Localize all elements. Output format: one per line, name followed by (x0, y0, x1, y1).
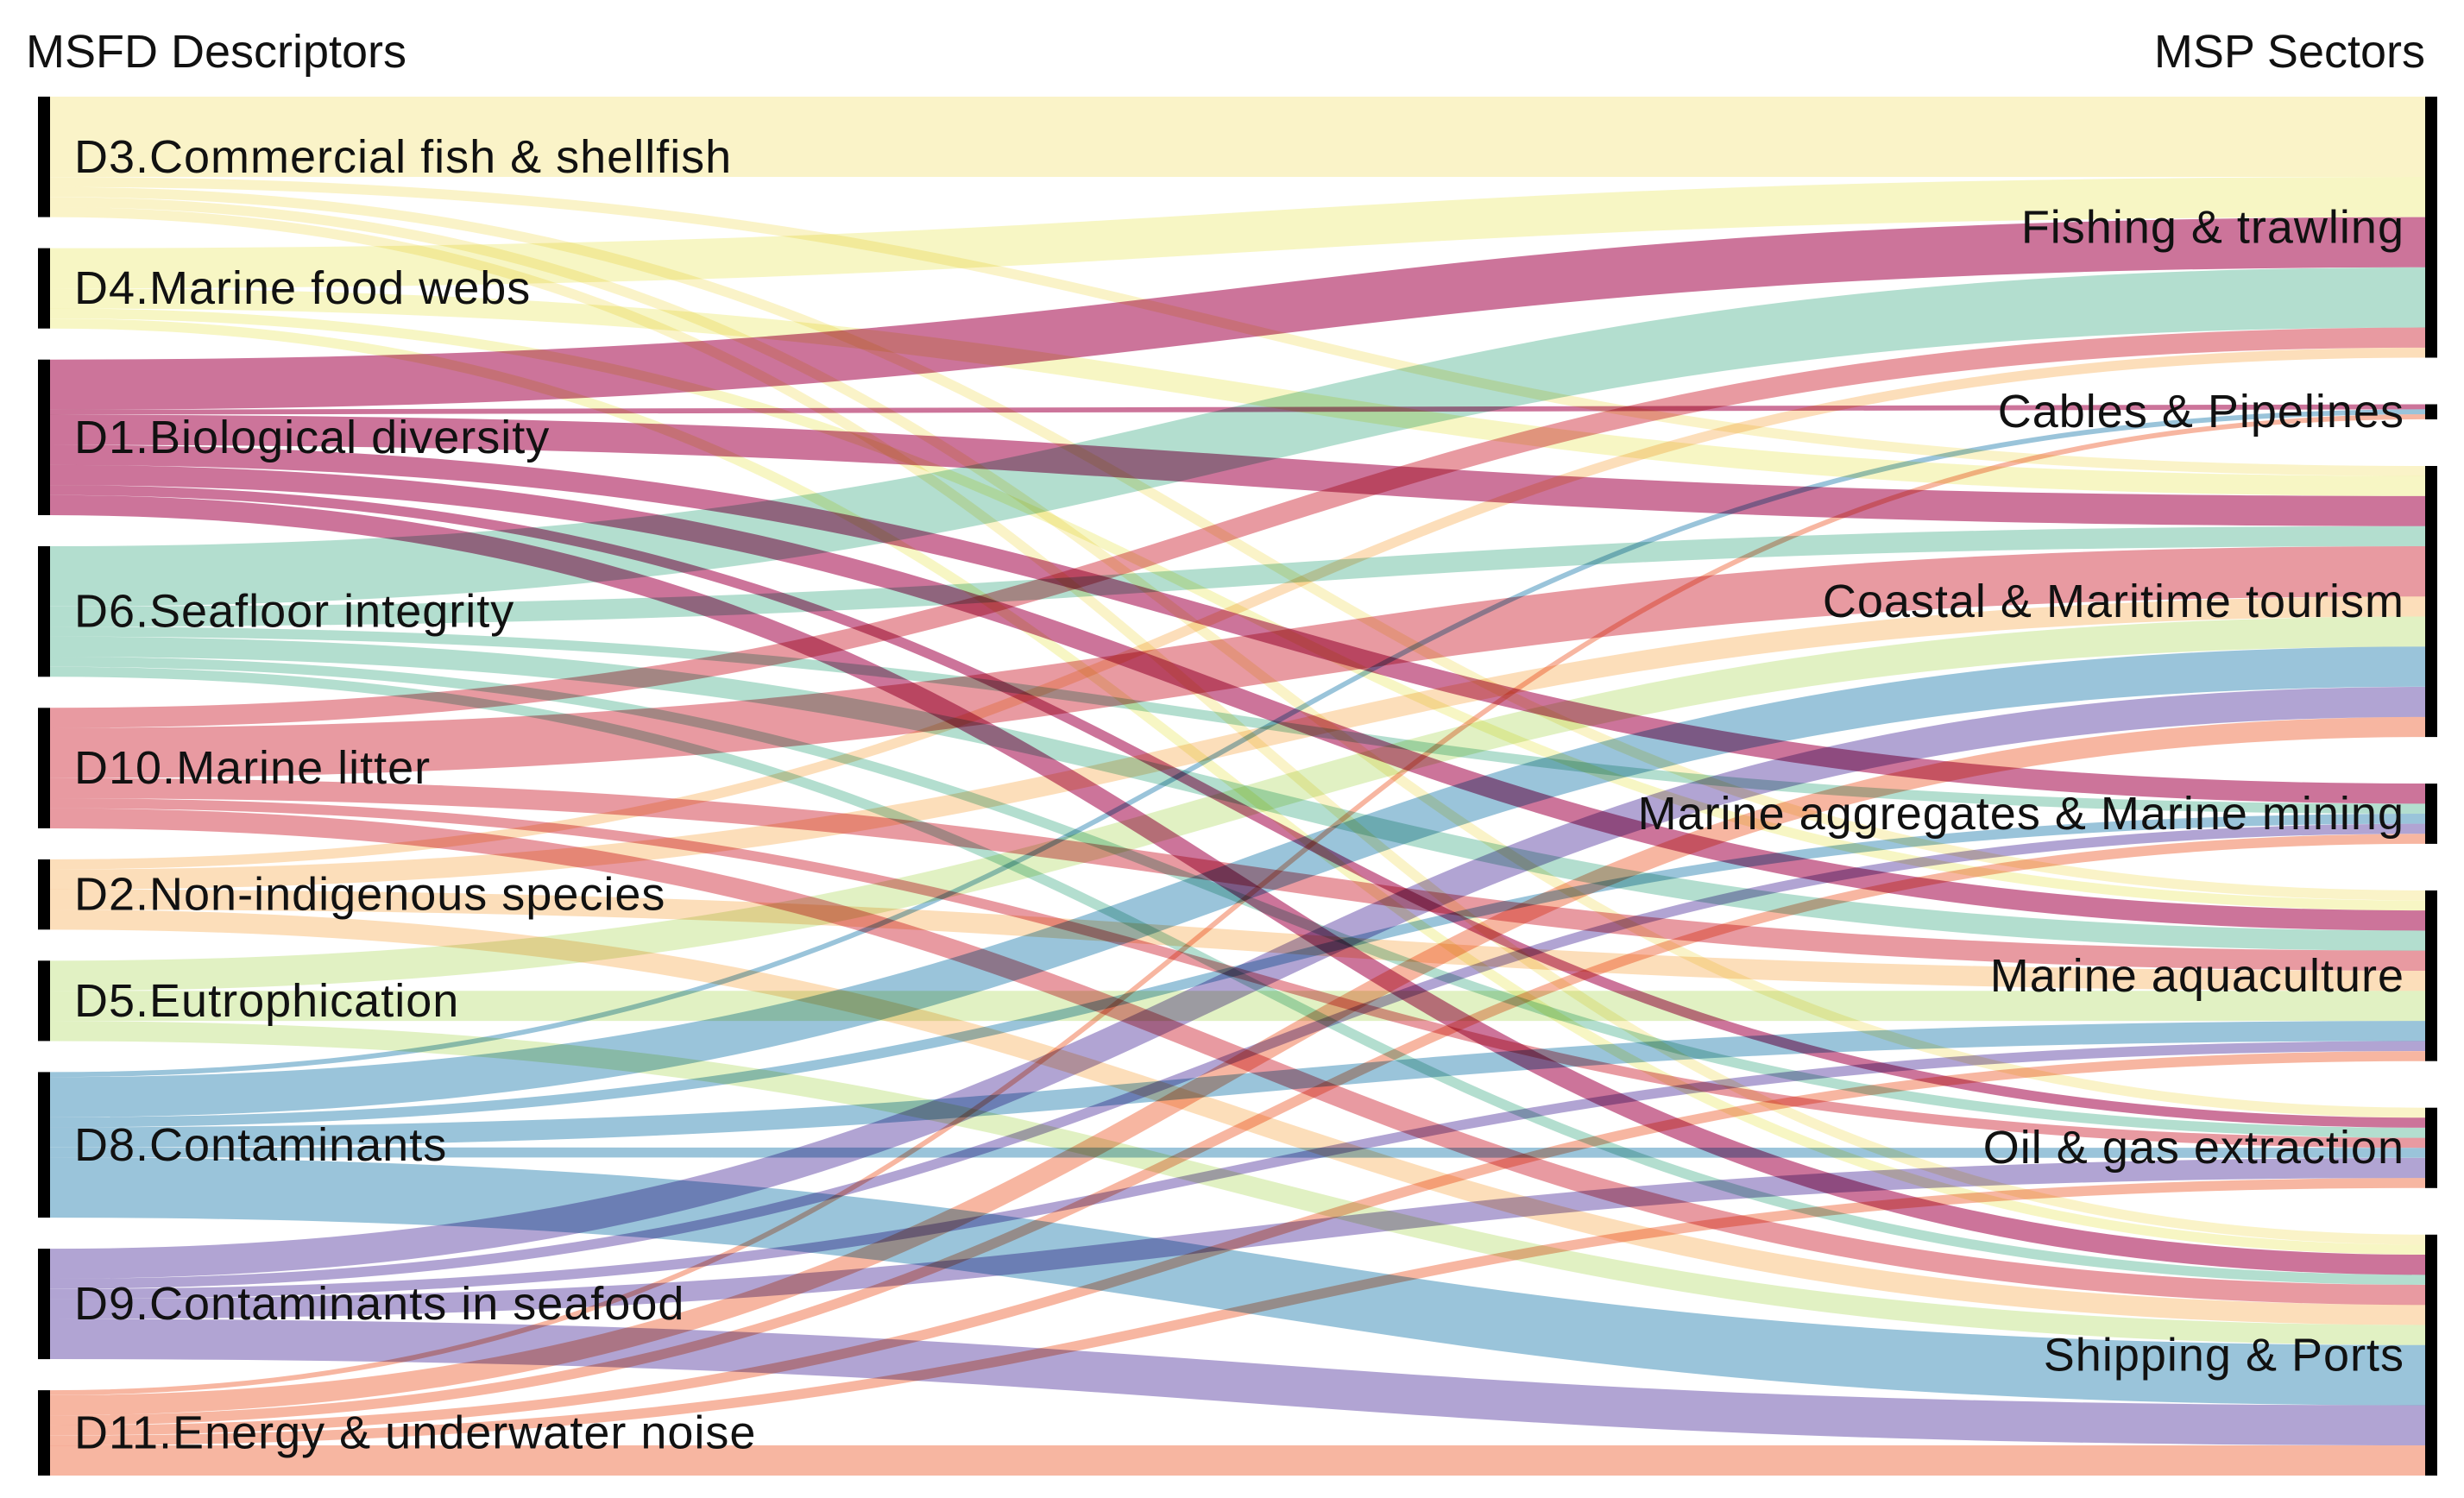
source-label-d6: D6.Seafloor integrity (74, 586, 514, 638)
target-label-ma: Marine aggregates & Marine mining (1638, 788, 2404, 840)
link-d9-ct (49, 686, 2426, 1280)
link-d2-aq (49, 889, 2426, 991)
link-d8-cp (49, 409, 2426, 1078)
link-d8-og (49, 1147, 2426, 1158)
link-d11-cp (49, 414, 2426, 1395)
source-bar-d4 (38, 248, 50, 329)
target-bar-ma (2425, 784, 2437, 844)
link-d11-aq (49, 1051, 2426, 1436)
source-bar-d10 (38, 708, 50, 828)
link-d11-ct (49, 716, 2426, 1416)
link-d4-ct (49, 288, 2426, 496)
source-bar-d9 (38, 1249, 50, 1360)
link-d3-aq (49, 186, 2426, 901)
link-d6-ma (49, 626, 2426, 814)
target-label-cp: Cables & Pipelines (1998, 386, 2404, 437)
source-bar-d8 (38, 1072, 50, 1218)
target-bar-ft (2425, 97, 2437, 358)
link-d8-aq (49, 1021, 2426, 1148)
right-header: MSP Sectors (2154, 26, 2425, 78)
link-d5-ct (49, 616, 2426, 991)
source-label-d2: D2.Non-indigenous species (74, 869, 665, 921)
nodes-layer (38, 97, 2437, 1476)
target-bar-og (2425, 1107, 2437, 1188)
source-bar-d5 (38, 960, 50, 1042)
target-label-aq: Marine aquaculture (1990, 950, 2404, 1002)
source-bar-d2 (38, 859, 50, 930)
target-label-og: Oil & gas extraction (1983, 1122, 2404, 1174)
link-d10-ft (49, 327, 2426, 728)
source-label-d3: D3.Commercial fish & shellfish (74, 131, 732, 183)
link-d9-aq (49, 1041, 2426, 1300)
links-layer (49, 96, 2426, 1476)
labels-layer: D3.Commercial fish & shellfish D4.Marine … (74, 131, 2404, 1459)
link-d2-ft (49, 347, 2426, 870)
link-d6-ft (49, 267, 2426, 607)
source-bar-d3 (38, 97, 50, 217)
link-d8-ct (49, 646, 2426, 1117)
left-header: MSFD Descriptors (26, 26, 406, 78)
link-d4-ft (49, 177, 2426, 289)
target-label-sp: Shipping & Ports (2044, 1329, 2404, 1381)
link-d11-ma (49, 834, 2426, 1426)
link-d9-sp (49, 1319, 2426, 1446)
target-bar-cp (2425, 404, 2437, 419)
target-label-ft: Fishing & trawling (2021, 201, 2404, 253)
link-d8-sp (49, 1157, 2426, 1406)
link-d1-ct (49, 414, 2426, 526)
source-bar-d11 (38, 1390, 50, 1476)
target-bar-ct (2425, 466, 2437, 738)
link-d6-ct (49, 526, 2426, 627)
source-label-d9: D9.Contaminants in seafood (74, 1278, 684, 1330)
source-label-d8: D8.Contaminants (74, 1119, 447, 1171)
link-d10-ct (49, 546, 2426, 778)
link-d1-ft (49, 217, 2426, 410)
source-bar-d1 (38, 359, 50, 515)
source-label-d1: D1.Biological diversity (74, 412, 550, 463)
target-bar-aq (2425, 890, 2437, 1061)
link-d1-aq (49, 464, 2426, 931)
source-bar-d6 (38, 546, 50, 677)
link-d11-og (49, 1178, 2426, 1446)
source-label-d5: D5.Eutrophication (74, 975, 459, 1027)
source-label-d10: D10.Marine litter (74, 742, 431, 794)
target-bar-sp (2425, 1234, 2437, 1476)
target-label-ct: Coastal & Maritime tourism (1823, 576, 2404, 627)
source-label-d4: D4.Marine food webs (74, 262, 531, 314)
source-label-d11: D11.Energy & underwater noise (74, 1407, 756, 1459)
